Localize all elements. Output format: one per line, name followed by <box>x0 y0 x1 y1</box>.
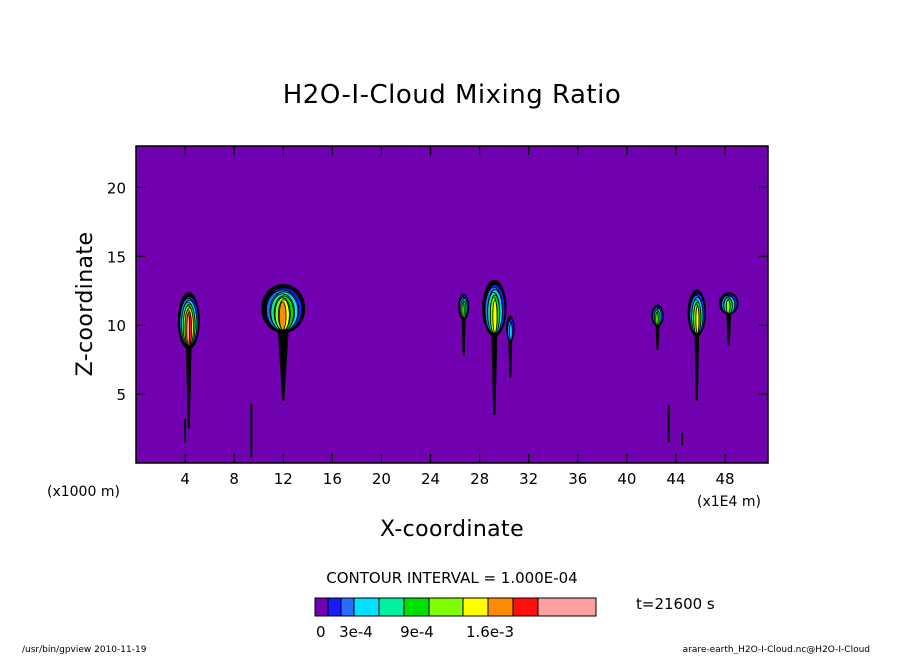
colorbar-swatch <box>428 597 464 617</box>
x-tick-label: 20 <box>372 470 391 488</box>
y-tick-label: 20 <box>107 179 126 197</box>
y-tick-label: 10 <box>107 317 126 335</box>
colorbar-swatch <box>487 597 514 617</box>
x-tick-label: 8 <box>229 470 239 488</box>
plot-area <box>136 146 768 463</box>
cloud-stem <box>725 307 732 346</box>
colorbar-swatch <box>537 597 597 617</box>
cloud-contour <box>718 292 739 346</box>
x-tick-label: 24 <box>421 470 440 488</box>
cloud-contour <box>651 304 664 350</box>
colorbar-label: 9e-4 <box>400 623 434 641</box>
x-tick-label: 12 <box>274 470 293 488</box>
colorbar-swatch <box>340 597 355 617</box>
cloud-contour <box>177 292 200 429</box>
colorbar-label: 3e-4 <box>339 623 373 641</box>
cloud-stem <box>694 322 700 401</box>
x-tick-label: 36 <box>568 470 587 488</box>
plot-frame <box>135 145 769 464</box>
x-tick-label: 32 <box>519 470 538 488</box>
cloud-contour <box>505 315 515 378</box>
contour-level <box>492 299 498 334</box>
colorbar-label: 1.6e-3 <box>466 623 514 641</box>
cloud-stem <box>508 333 513 378</box>
colorbar-swatch <box>314 597 329 617</box>
colorbar-labels: 0 3e-4 9e-4 1.6e-3 <box>316 623 514 641</box>
x-unit-right: (x1E4 m) <box>697 494 761 510</box>
x-tick-label: 4 <box>180 470 190 488</box>
footer-right: arare-earth_H2O-I-Cloud.nc@H2O-I-Cloud <box>683 645 870 654</box>
contour-level <box>186 313 190 347</box>
cloud-stem <box>461 311 466 356</box>
contour-level <box>655 311 659 326</box>
cloud-stem <box>655 319 660 350</box>
contour-interval-label: CONTOUR INTERVAL = 1.000E-04 <box>326 569 577 587</box>
y-axis-title: Z-coordinate <box>73 232 98 377</box>
colorbar-label: 0 <box>316 623 326 641</box>
colorbar-swatch <box>353 597 380 617</box>
footer-left: /usr/bin/gpview 2010-11-19 <box>22 645 147 654</box>
x-tick-label: 16 <box>323 470 342 488</box>
contour-level <box>509 322 513 341</box>
x-unit-left: (x1000 m) <box>47 484 120 500</box>
time-label: t=21600 s <box>636 595 715 613</box>
cloud-contour <box>482 279 507 415</box>
contour-level <box>461 302 465 319</box>
x-axis-title: X-coordinate <box>380 517 524 542</box>
cloud-contours <box>177 279 739 458</box>
colorbar-swatch <box>403 597 430 617</box>
colorbar-swatch <box>327 597 342 617</box>
y-axis-ticks: 5 10 15 20 <box>107 179 768 404</box>
cloud-stem <box>490 319 498 415</box>
cloud-stem <box>185 332 192 429</box>
cloud-stem <box>277 318 290 401</box>
y-tick-label: 5 <box>116 386 126 404</box>
x-tick-label: 44 <box>666 470 685 488</box>
contour-level <box>725 299 731 314</box>
colorbar-swatch <box>378 597 405 617</box>
x-tick-label: 48 <box>716 470 735 488</box>
cloud-contour <box>261 283 306 401</box>
contour-level <box>278 301 287 331</box>
x-tick-label: 28 <box>470 470 489 488</box>
contour-level <box>695 305 700 334</box>
colorbar-swatch <box>512 597 539 617</box>
colorbar-swatch <box>462 597 489 617</box>
cloud-contour <box>458 293 470 356</box>
y-tick-label: 15 <box>107 248 126 266</box>
colorbar <box>314 597 597 617</box>
cloud-contour <box>687 289 707 401</box>
x-tick-label: 40 <box>617 470 636 488</box>
x-axis-ticks: 4 8 12 16 20 24 28 32 36 40 44 48 <box>180 146 735 488</box>
chart-title: H2O-I-Cloud Mixing Ratio <box>283 80 622 110</box>
